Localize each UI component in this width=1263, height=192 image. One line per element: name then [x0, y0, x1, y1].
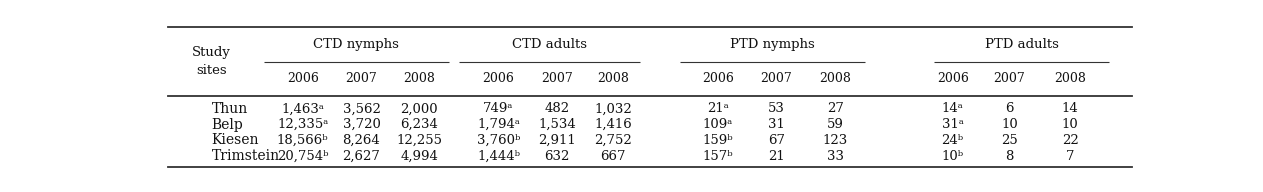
Text: 2,000: 2,000: [400, 102, 438, 115]
Text: 8: 8: [1005, 150, 1014, 163]
Text: 22: 22: [1062, 134, 1079, 147]
Text: 157ᵇ: 157ᵇ: [702, 150, 733, 163]
Text: 6,234: 6,234: [400, 118, 438, 131]
Text: 3,760ᵇ: 3,760ᵇ: [477, 134, 520, 147]
Text: Study
sites: Study sites: [192, 46, 231, 77]
Text: 2008: 2008: [597, 72, 629, 85]
Text: 4,994: 4,994: [400, 150, 438, 163]
Text: CTD adults: CTD adults: [513, 38, 587, 51]
Text: 2007: 2007: [346, 72, 378, 85]
Text: 159ᵇ: 159ᵇ: [702, 134, 733, 147]
Text: 59: 59: [827, 118, 844, 131]
Text: CTD nymphs: CTD nymphs: [313, 38, 399, 51]
Text: 31: 31: [768, 118, 784, 131]
Text: 2,752: 2,752: [594, 134, 632, 147]
Text: 7: 7: [1066, 150, 1075, 163]
Text: 1,794ᵃ: 1,794ᵃ: [477, 118, 520, 131]
Text: 1,416: 1,416: [594, 118, 632, 131]
Text: 12,335ᵃ: 12,335ᵃ: [277, 118, 328, 131]
Text: 2007: 2007: [994, 72, 1026, 85]
Text: Thun: Thun: [212, 102, 248, 116]
Text: 10: 10: [1002, 118, 1018, 131]
Text: 14: 14: [1062, 102, 1079, 115]
Text: 18,566ᵇ: 18,566ᵇ: [277, 134, 328, 147]
Text: 1,463ᵃ: 1,463ᵃ: [282, 102, 325, 115]
Text: 20,754ᵇ: 20,754ᵇ: [277, 150, 328, 163]
Text: 21: 21: [768, 150, 784, 163]
Text: 67: 67: [768, 134, 786, 147]
Text: Kiesen: Kiesen: [212, 133, 259, 147]
Text: 482: 482: [544, 102, 570, 115]
Text: 123: 123: [822, 134, 847, 147]
Text: 2006: 2006: [482, 72, 514, 85]
Text: PTD adults: PTD adults: [985, 38, 1058, 51]
Text: PTD nymphs: PTD nymphs: [730, 38, 815, 51]
Text: Trimstein: Trimstein: [212, 149, 280, 163]
Text: 33: 33: [827, 150, 844, 163]
Text: 632: 632: [544, 150, 570, 163]
Text: 2008: 2008: [820, 72, 851, 85]
Text: 2008: 2008: [1055, 72, 1086, 85]
Text: 1,534: 1,534: [538, 118, 576, 131]
Text: 24ᵇ: 24ᵇ: [942, 134, 964, 147]
Text: 14ᵃ: 14ᵃ: [942, 102, 964, 115]
Text: 2,911: 2,911: [538, 134, 576, 147]
Text: 2006: 2006: [702, 72, 734, 85]
Text: 2006: 2006: [937, 72, 969, 85]
Text: 10: 10: [1062, 118, 1079, 131]
Text: 27: 27: [827, 102, 844, 115]
Text: 667: 667: [600, 150, 625, 163]
Text: 1,032: 1,032: [594, 102, 632, 115]
Text: 3,562: 3,562: [342, 102, 380, 115]
Text: 109ᵃ: 109ᵃ: [702, 118, 733, 131]
Text: 25: 25: [1002, 134, 1018, 147]
Text: 2008: 2008: [403, 72, 436, 85]
Text: 1,444ᵇ: 1,444ᵇ: [477, 150, 520, 163]
Text: 21ᵃ: 21ᵃ: [707, 102, 729, 115]
Text: 749ᵃ: 749ᵃ: [484, 102, 514, 115]
Text: 3,720: 3,720: [342, 118, 380, 131]
Text: Belp: Belp: [212, 118, 244, 132]
Text: 10ᵇ: 10ᵇ: [942, 150, 964, 163]
Text: 53: 53: [768, 102, 784, 115]
Text: 8,264: 8,264: [342, 134, 380, 147]
Text: 12,255: 12,255: [397, 134, 442, 147]
Text: 2007: 2007: [542, 72, 573, 85]
Text: 6: 6: [1005, 102, 1014, 115]
Text: 2,627: 2,627: [342, 150, 380, 163]
Text: 31ᵃ: 31ᵃ: [942, 118, 964, 131]
Text: 2006: 2006: [287, 72, 318, 85]
Text: 2007: 2007: [760, 72, 792, 85]
